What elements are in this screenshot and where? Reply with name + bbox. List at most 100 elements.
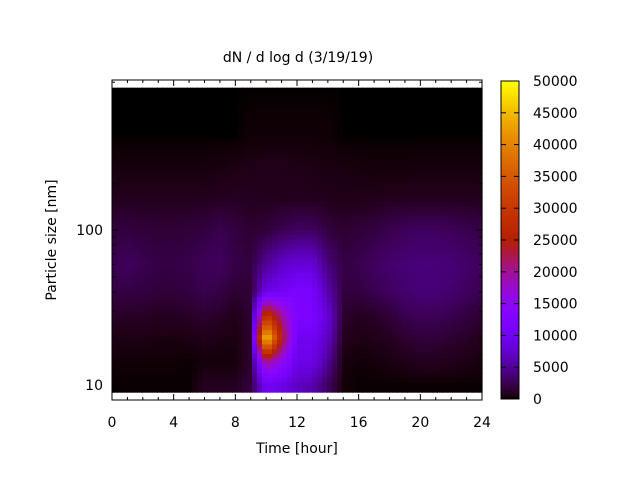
heatmap-cell	[312, 135, 318, 141]
heatmap-cell	[432, 125, 438, 132]
heatmap-cell	[222, 139, 228, 146]
heatmap-cell	[297, 320, 303, 327]
heatmap-cell	[422, 254, 428, 260]
heatmap-cell	[187, 349, 193, 355]
heatmap-cell	[207, 230, 213, 236]
heatmap-cell	[347, 315, 353, 322]
heatmap-cell	[392, 377, 398, 384]
heatmap-cell	[297, 92, 303, 98]
heatmap-cell	[212, 349, 218, 355]
heatmap-cell	[357, 211, 363, 217]
heatmap-cell	[387, 135, 393, 141]
heatmap-cell	[427, 325, 433, 331]
heatmap-cell	[357, 173, 363, 179]
heatmap-cell	[227, 330, 233, 336]
heatmap-cell	[347, 230, 353, 236]
heatmap-cell	[362, 287, 368, 293]
heatmap-cell	[117, 387, 123, 393]
heatmap-cell	[162, 239, 168, 246]
heatmap-cell	[427, 111, 433, 117]
heatmap-cell	[132, 335, 138, 341]
heatmap-cell	[147, 315, 153, 322]
heatmap-cell	[132, 197, 138, 203]
heatmap-cell	[302, 273, 308, 279]
heatmap-cell	[297, 263, 303, 270]
heatmap-cell	[372, 325, 378, 331]
heatmap-cell	[442, 125, 448, 132]
heatmap-cell	[352, 144, 358, 151]
heatmap-cell	[302, 120, 308, 127]
heatmap-cell	[212, 315, 218, 322]
heatmap-cell	[147, 173, 153, 179]
heatmap-cell	[292, 178, 298, 184]
heatmap-cell	[222, 330, 228, 336]
heatmap-cell	[302, 344, 308, 350]
heatmap-cell	[197, 268, 203, 274]
heatmap-cell	[417, 358, 423, 365]
heatmap-cell	[407, 320, 413, 327]
heatmap-cell	[217, 220, 223, 227]
heatmap-cell	[347, 111, 353, 117]
heatmap-cell	[202, 139, 208, 146]
heatmap-cell	[182, 311, 188, 317]
heatmap-cell	[382, 258, 388, 265]
heatmap-cell	[412, 244, 418, 250]
heatmap-cell	[297, 382, 303, 388]
heatmap-cell	[237, 182, 243, 189]
heatmap-cell	[222, 249, 228, 255]
heatmap-cell	[307, 201, 313, 208]
heatmap-cell	[142, 225, 148, 231]
heatmap-cell	[237, 277, 243, 284]
heatmap-cell	[177, 168, 183, 174]
heatmap-cell	[352, 106, 358, 113]
heatmap-cell	[357, 315, 363, 322]
heatmap-cell	[172, 244, 178, 250]
heatmap-cell	[452, 268, 458, 274]
heatmap-cell	[352, 197, 358, 203]
heatmap-cell	[167, 287, 173, 293]
heatmap-cell	[477, 144, 483, 151]
heatmap-cell	[447, 306, 453, 312]
heatmap-cell	[127, 363, 133, 369]
heatmap-cell	[337, 239, 343, 246]
heatmap-cell	[457, 287, 463, 293]
heatmap-cell	[302, 358, 308, 365]
heatmap-cell	[172, 263, 178, 270]
heatmap-cell	[402, 225, 408, 231]
heatmap-cell	[422, 258, 428, 265]
heatmap-cell	[432, 216, 438, 222]
heatmap-cell	[207, 239, 213, 246]
heatmap-cell	[172, 377, 178, 384]
heatmap-cell	[257, 358, 263, 365]
heatmap-cell	[452, 130, 458, 136]
heatmap-cell	[282, 292, 288, 298]
heatmap-cell	[287, 335, 293, 341]
heatmap-cell	[422, 139, 428, 146]
heatmap-cell	[152, 354, 158, 360]
heatmap-cell	[392, 244, 398, 250]
heatmap-cell	[262, 192, 268, 198]
heatmap-cell	[322, 315, 328, 322]
heatmap-cell	[182, 287, 188, 293]
heatmap-cell	[282, 120, 288, 127]
heatmap-cell	[357, 135, 363, 141]
heatmap-cell	[277, 249, 283, 255]
heatmap-cell	[347, 163, 353, 170]
heatmap-cell	[452, 387, 458, 393]
colorbar-segment	[501, 282, 519, 286]
heatmap-cell	[192, 301, 198, 308]
heatmap-cell	[372, 130, 378, 136]
heatmap-cell	[292, 111, 298, 117]
heatmap-cell	[417, 144, 423, 151]
heatmap-cell	[442, 235, 448, 241]
heatmap-cell	[437, 139, 443, 146]
heatmap-cell	[347, 139, 353, 146]
heatmap-cell	[412, 178, 418, 184]
heatmap-cell	[242, 377, 248, 384]
heatmap-cell	[212, 363, 218, 369]
heatmap-cell	[157, 315, 163, 322]
heatmap-cell	[332, 273, 338, 279]
heatmap-cell	[117, 130, 123, 136]
heatmap-cell	[362, 106, 368, 113]
colorbar-segment	[501, 129, 519, 133]
